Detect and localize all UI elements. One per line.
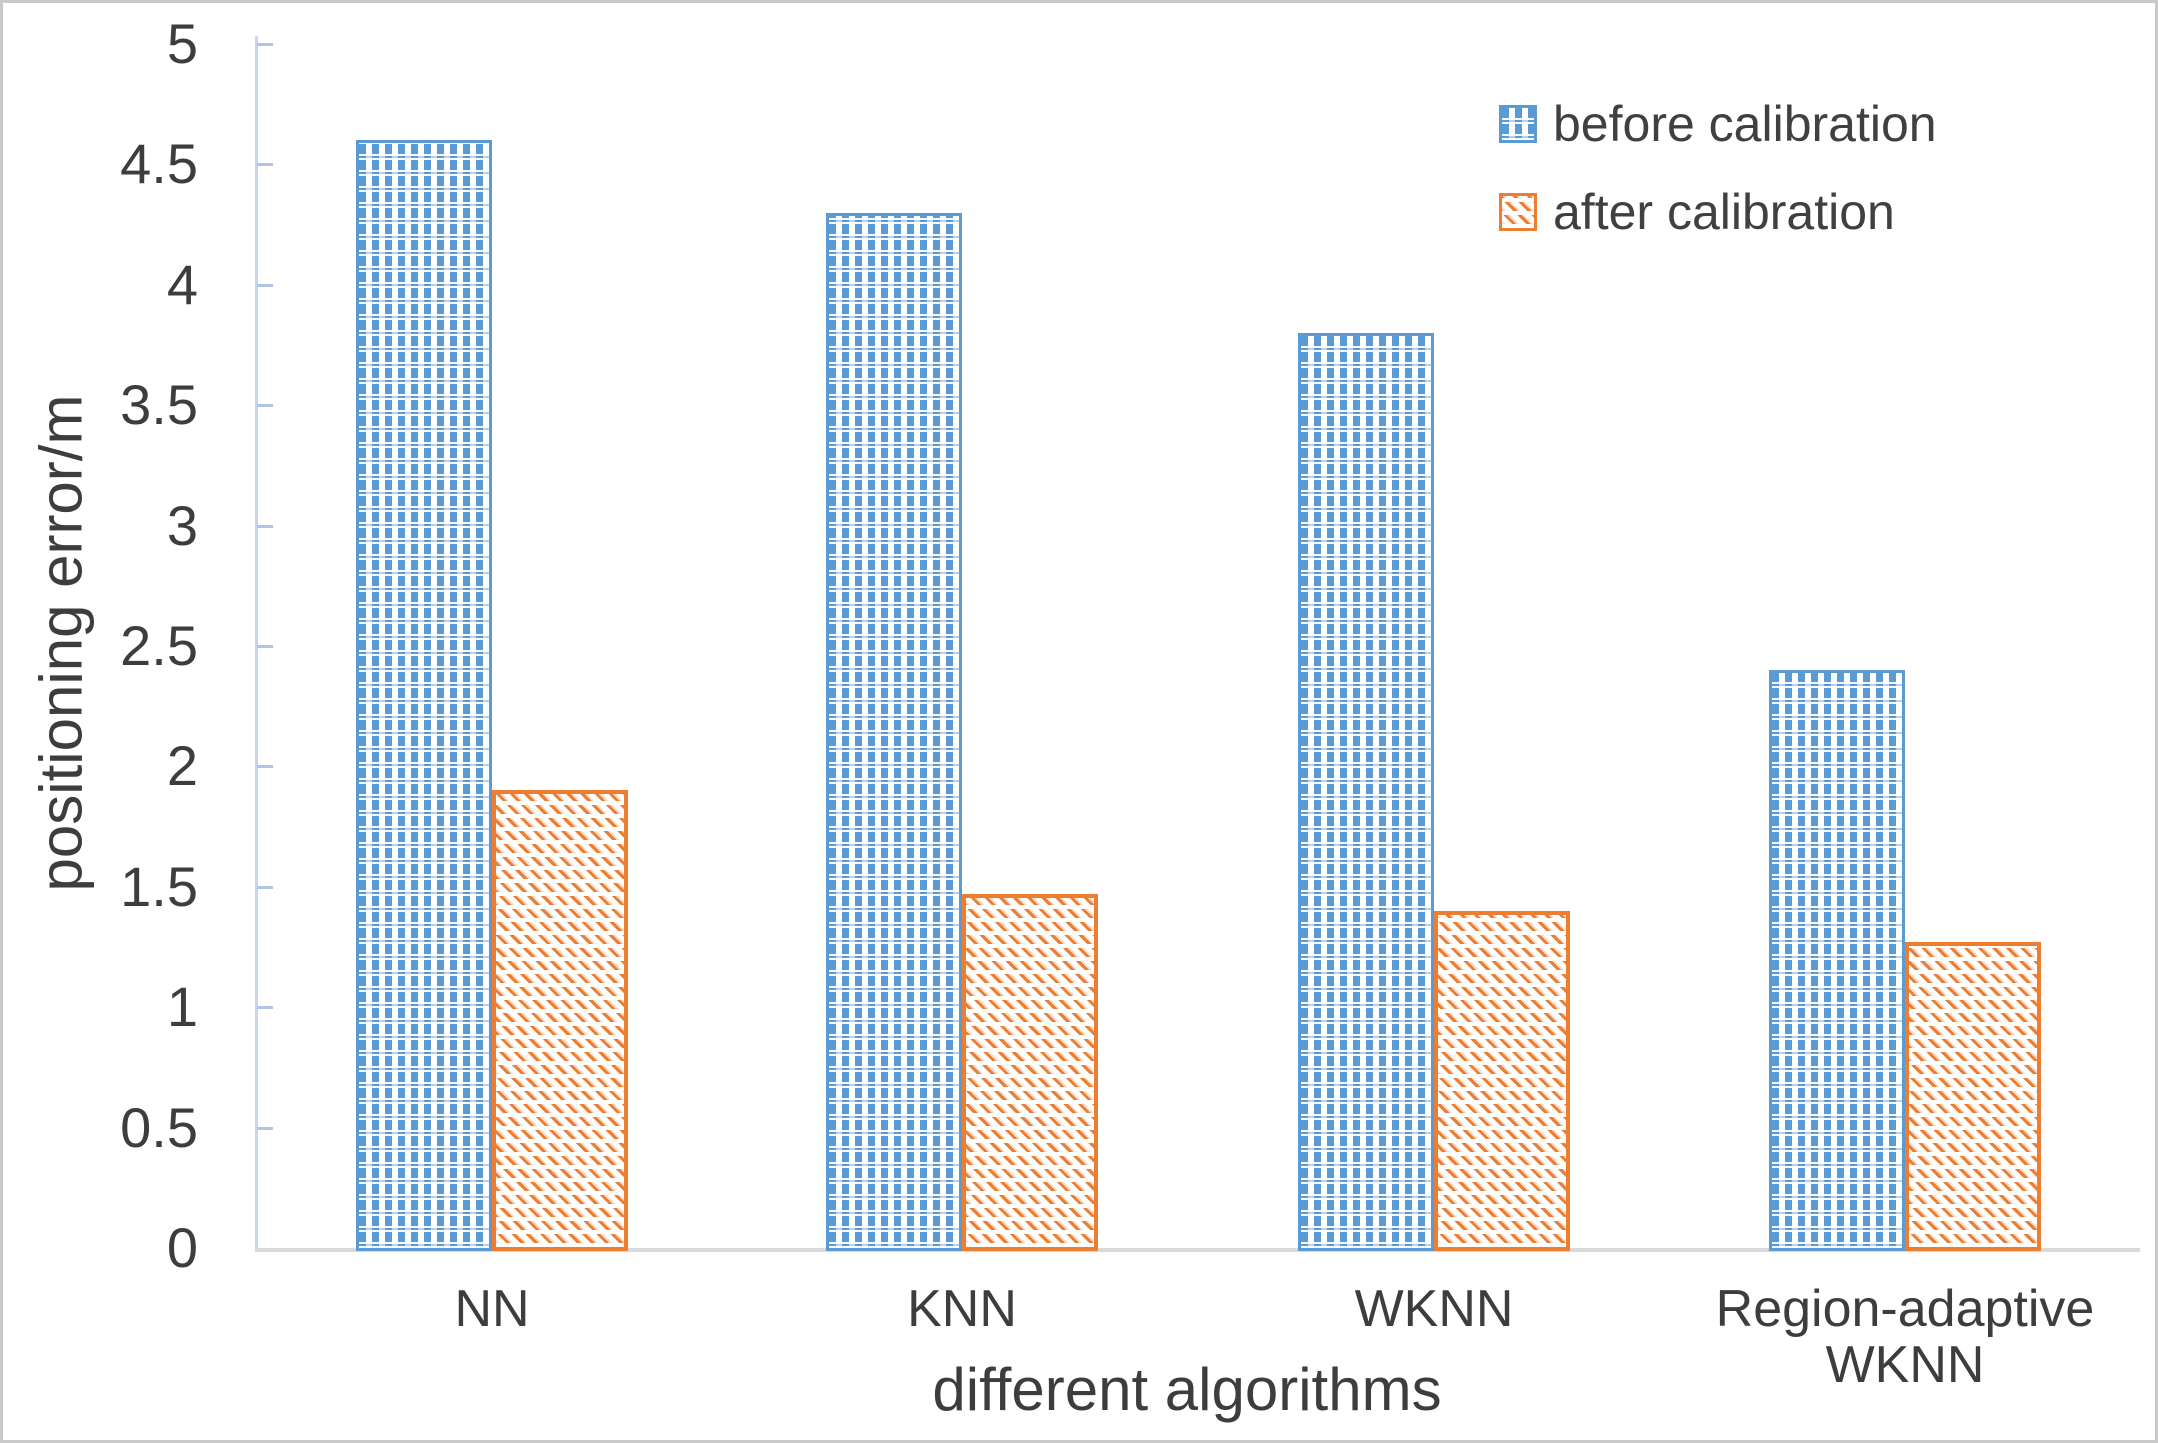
- y-tick: [257, 1126, 273, 1130]
- y-tick: [257, 524, 273, 528]
- y-tick: [257, 645, 273, 648]
- y-tick-label: 1.5: [120, 854, 198, 918]
- y-tick: [257, 404, 273, 408]
- y-tick-label: 4: [166, 252, 198, 316]
- y-tick-label: 5: [166, 12, 198, 75]
- checker-pattern-swatch-icon: [1499, 105, 1537, 143]
- bar-nn-after-calibration: [492, 790, 628, 1251]
- category-label-region-adaptive-wknn: Region-adaptive WKNN: [1715, 1280, 2095, 1395]
- legend-item-after-calibration: after calibration: [1499, 183, 1937, 241]
- y-tick-label: 2: [166, 734, 198, 798]
- y-tick: [257, 163, 273, 167]
- legend-label: before calibration: [1553, 96, 1937, 152]
- legend: before calibration after calibration: [1499, 95, 1937, 241]
- legend-label: after calibration: [1553, 184, 1895, 240]
- y-tick: [257, 765, 273, 769]
- y-tick-label: 1: [166, 975, 198, 1039]
- y-tick-label: 3: [166, 493, 198, 557]
- legend-item-before-calibration: before calibration: [1499, 95, 1937, 153]
- y-axis-title: positioning error/m: [27, 394, 95, 892]
- y-tick-label: 2.5: [120, 614, 198, 677]
- y-tick: [257, 885, 273, 889]
- bar-region-adaptive-wknn-after-calibration: [1905, 942, 2041, 1251]
- y-tick-label: 3.5: [120, 373, 198, 437]
- bar-knn-after-calibration: [962, 894, 1098, 1251]
- bar-nn-before-calibration: [356, 140, 492, 1251]
- bar-knn-before-calibration: [826, 212, 962, 1251]
- bar-wknn-before-calibration: [1298, 332, 1434, 1251]
- y-tick-label: 0.5: [120, 1095, 198, 1159]
- y-tick-label: 0: [166, 1216, 198, 1279]
- y-axis-line: [255, 36, 258, 1250]
- y-tick: [257, 283, 273, 287]
- y-tick: [257, 1006, 273, 1010]
- y-tick-label: 4.5: [120, 132, 198, 196]
- diagonal-hatch-swatch-icon: [1499, 193, 1537, 231]
- category-label-knn: KNN: [907, 1280, 1017, 1338]
- category-label-nn: NN: [454, 1280, 530, 1338]
- x-axis-title: different algorithms: [932, 1356, 1442, 1423]
- category-label-wknn: WKNN: [1354, 1280, 1514, 1338]
- bar-wknn-after-calibration: [1434, 910, 1570, 1251]
- bar-region-adaptive-wknn-before-calibration: [1769, 670, 1905, 1251]
- x-baseline: [255, 1248, 2140, 1252]
- y-tick: [257, 43, 273, 46]
